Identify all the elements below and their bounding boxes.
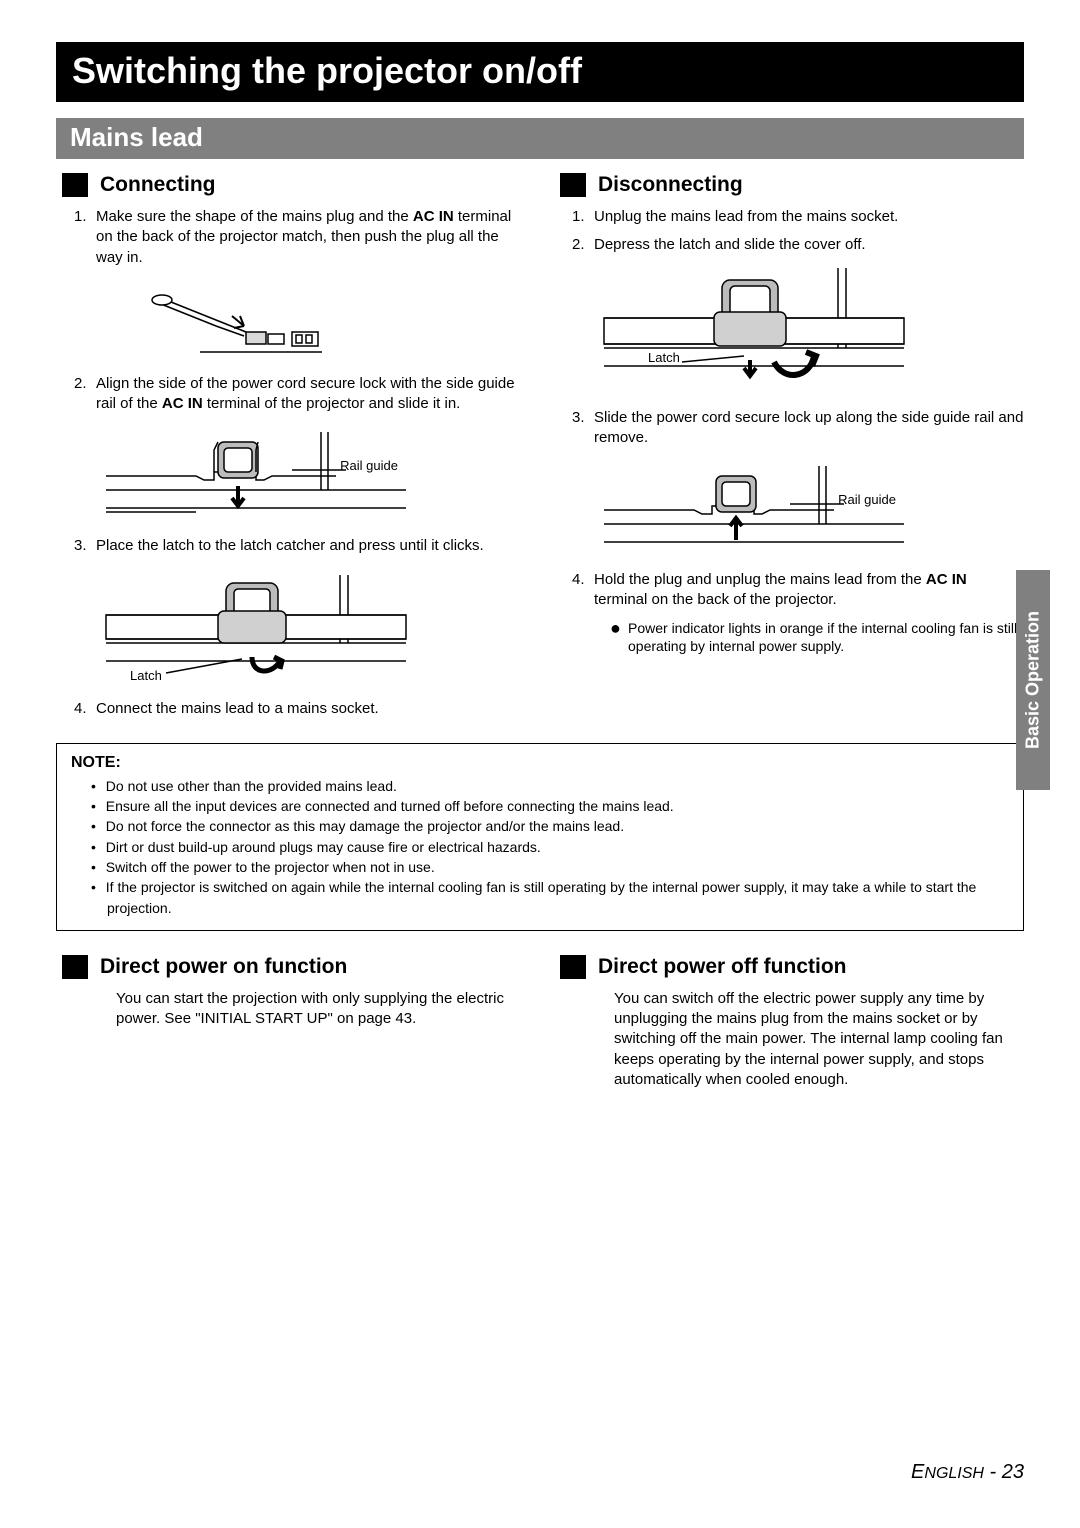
block-icon [560, 173, 586, 197]
step-number: 2. [572, 235, 594, 255]
power-off-text: You can switch off the electric power su… [614, 989, 1024, 1090]
connecting-figure-3: Latch [96, 565, 416, 685]
step-text: Depress the latch and slide the cover of… [594, 235, 1024, 255]
block-icon [560, 955, 586, 979]
block-icon [62, 173, 88, 197]
note-box: NOTE: Do not use other than the provided… [56, 743, 1024, 931]
disconnecting-step-4: 4. Hold the plug and unplug the mains le… [572, 570, 1024, 611]
disconnecting-column: Disconnecting 1. Unplug the mains lead f… [554, 169, 1024, 727]
step-number: 4. [74, 699, 96, 719]
disconnecting-heading-text: Disconnecting [598, 173, 743, 197]
footer-page: 23 [1002, 1461, 1024, 1483]
power-off-heading-text: Direct power off function [598, 955, 847, 979]
rail-guide-label: Rail guide [838, 492, 896, 507]
step-number: 4. [572, 570, 594, 611]
connecting-step-4: 4. Connect the mains lead to a mains soc… [74, 699, 526, 719]
page-title: Switching the projector on/off [56, 42, 1024, 102]
section-heading: Mains lead [56, 118, 1024, 159]
latch-label: Latch [648, 350, 680, 365]
disconnecting-step-3: 3. Slide the power cord secure lock up a… [572, 408, 1024, 449]
step-text: Align the side of the power cord secure … [96, 374, 526, 415]
connecting-column: Connecting 1. Make sure the shape of the… [56, 169, 526, 727]
connecting-heading-text: Connecting [100, 173, 216, 197]
step-text: Make sure the shape of the mains plug an… [96, 207, 526, 268]
connecting-step-2: 2. Align the side of the power cord secu… [74, 374, 526, 415]
disconnecting-figure-2: Rail guide [594, 456, 914, 556]
page-footer: ENGLISH - 23 [911, 1461, 1024, 1484]
step-text: Connect the mains lead to a mains socket… [96, 699, 526, 719]
step-number: 2. [74, 374, 96, 415]
note-item: Dirt or dust build-up around plugs may c… [107, 837, 1009, 857]
step-number: 3. [74, 536, 96, 556]
block-icon [62, 955, 88, 979]
note-item: Ensure all the input devices are connect… [107, 796, 1009, 816]
disconnecting-figure-1: Latch [594, 264, 914, 394]
bullet-icon: ● [610, 619, 628, 657]
disconnecting-step-2: 2. Depress the latch and slide the cover… [572, 235, 1024, 255]
step-text: Unplug the mains lead from the mains soc… [594, 207, 1024, 227]
note-item: Do not force the connector as this may d… [107, 816, 1009, 836]
connecting-figure-1 [136, 276, 356, 360]
power-on-heading: Direct power on function [62, 955, 526, 979]
note-item: Do not use other than the provided mains… [107, 776, 1009, 796]
footer-lang: ENGLISH [911, 1461, 984, 1483]
note-list: Do not use other than the provided mains… [71, 776, 1009, 918]
power-columns: Direct power on function You can start t… [56, 951, 1024, 1090]
step-text: Hold the plug and unplug the mains lead … [594, 570, 1024, 611]
connecting-step-1: 1. Make sure the shape of the mains plug… [74, 207, 526, 268]
step-number: 1. [572, 207, 594, 227]
step-number: 1. [74, 207, 96, 268]
power-off-heading: Direct power off function [560, 955, 1024, 979]
mains-lead-columns: Connecting 1. Make sure the shape of the… [56, 169, 1024, 727]
note-item: Switch off the power to the projector wh… [107, 857, 1009, 877]
power-on-column: Direct power on function You can start t… [56, 951, 526, 1090]
step-number: 3. [572, 408, 594, 449]
connecting-step-3: 3. Place the latch to the latch catcher … [74, 536, 526, 556]
power-on-text: You can start the projection with only s… [116, 989, 526, 1030]
connecting-heading: Connecting [62, 173, 526, 197]
power-on-heading-text: Direct power on function [100, 955, 347, 979]
sub-bullet-text: Power indicator lights in orange if the … [628, 619, 1024, 657]
latch-label: Latch [130, 668, 162, 683]
note-item: If the projector is switched on again wh… [107, 877, 1009, 918]
step-text: Place the latch to the latch catcher and… [96, 536, 526, 556]
side-tab: Basic Operation [1016, 570, 1050, 790]
note-title: NOTE: [71, 754, 1009, 772]
disconnecting-heading: Disconnecting [560, 173, 1024, 197]
rail-guide-label: Rail guide [340, 458, 398, 473]
disconnecting-sub-bullet: ● Power indicator lights in orange if th… [610, 619, 1024, 657]
power-off-column: Direct power off function You can switch… [554, 951, 1024, 1090]
disconnecting-step-1: 1. Unplug the mains lead from the mains … [572, 207, 1024, 227]
connecting-figure-2: Rail guide [96, 422, 416, 522]
footer-sep: - [990, 1461, 1002, 1483]
step-text: Slide the power cord secure lock up alon… [594, 408, 1024, 449]
